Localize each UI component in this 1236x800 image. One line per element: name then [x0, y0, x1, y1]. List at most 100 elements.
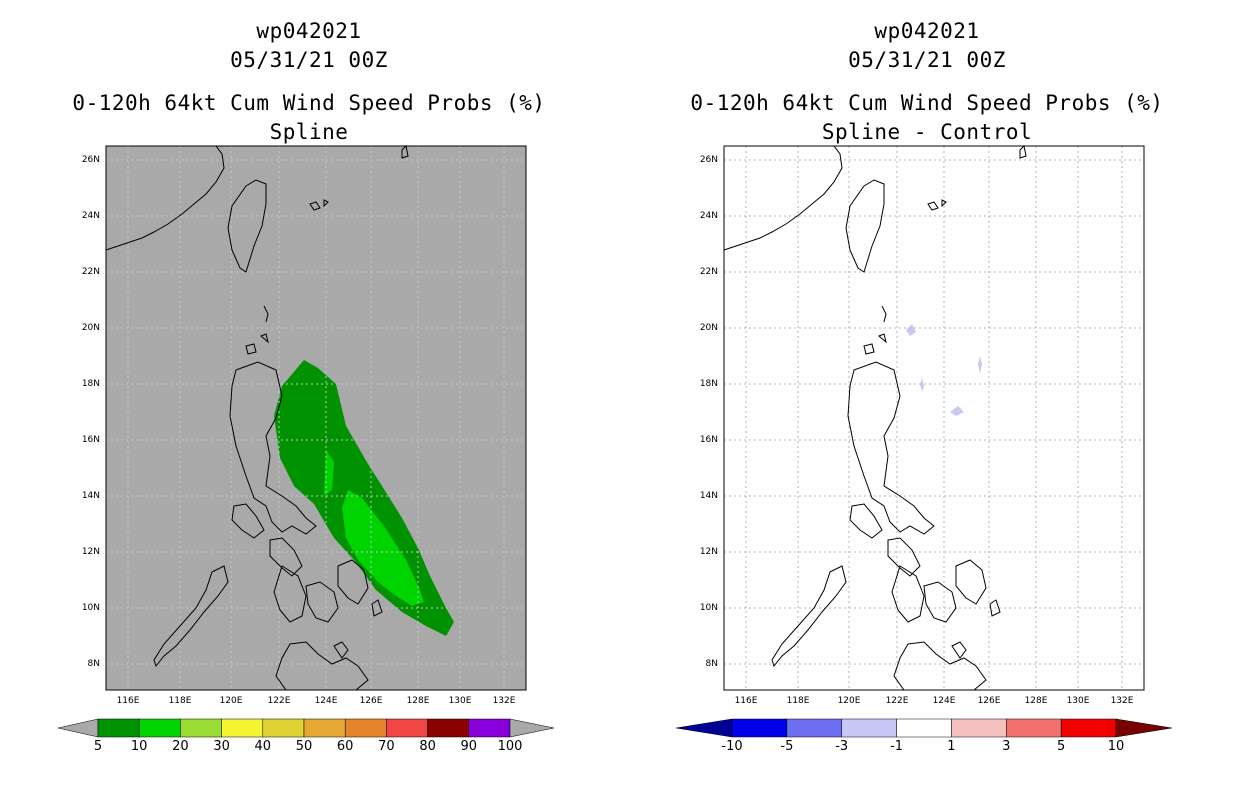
left-lon-label: 132E — [492, 696, 516, 706]
left-lat-label: 24N — [81, 211, 100, 221]
right-title-storm-id: wp042021 — [874, 19, 980, 43]
colorbar-segment — [468, 718, 511, 738]
colorbar-label: 10 — [1107, 739, 1125, 754]
left-coastlines — [105, 144, 409, 691]
colorbar-segment — [386, 718, 428, 738]
left-lon-label: 124E — [314, 696, 338, 706]
left-title-product: 0-120h 64kt Cum Wind Speed Probs (%) — [72, 91, 546, 115]
left-lat-label: 8N — [87, 659, 100, 669]
right-colorbar-low-end — [675, 718, 733, 738]
colorbar-segment — [344, 718, 387, 738]
left-map — [105, 144, 527, 691]
left-lat-label: 22N — [81, 267, 100, 277]
colorbar-segment — [1060, 718, 1117, 738]
left-colorbar — [57, 718, 555, 738]
right-map-frame — [723, 145, 1145, 691]
right-lon-label: 116E — [734, 696, 758, 706]
right-title-method: Spline - Control — [821, 120, 1033, 144]
right-colorbar — [675, 718, 1173, 738]
right-lon-label: 124E — [932, 696, 956, 706]
left-colorbar-low-end — [57, 718, 99, 738]
right-colorbar-high-end — [1115, 718, 1173, 738]
diff-blob — [978, 356, 982, 374]
right-lat-label: 16N — [699, 435, 718, 445]
colorbar-segment — [1006, 718, 1062, 738]
diff-blob — [906, 324, 916, 336]
colorbar-segment — [896, 718, 952, 738]
colorbar-segment — [180, 718, 222, 738]
left-title-method: Spline — [269, 120, 349, 144]
colorbar-label: 10 — [130, 739, 148, 754]
colorbar-label: 3 — [1002, 739, 1011, 754]
right-lon-label: 126E — [977, 696, 1001, 706]
right-grid — [724, 146, 1144, 690]
right-lon-label: 132E — [1110, 696, 1134, 706]
right-lat-label: 18N — [699, 379, 718, 389]
colorbar-label: -5 — [780, 739, 794, 754]
left-lon-label: 122E — [267, 696, 291, 706]
right-coastlines — [723, 144, 1027, 691]
right-lat-label: 22N — [699, 267, 718, 277]
right-lat-label: 20N — [699, 323, 718, 333]
left-lon-label: 130E — [448, 696, 472, 706]
right-title-product: 0-120h 64kt Cum Wind Speed Probs (%) — [690, 91, 1164, 115]
colorbar-label: 5 — [93, 739, 103, 754]
right-lon-label: 130E — [1066, 696, 1090, 706]
colorbar-label: 40 — [254, 739, 272, 754]
left-lat-label: 20N — [81, 323, 100, 333]
colorbar-label: 70 — [378, 739, 395, 754]
right-lat-label: 10N — [699, 603, 718, 613]
left-lon-label: 116E — [116, 696, 140, 706]
right-lon-label: 122E — [885, 696, 909, 706]
right-lat-label: 14N — [699, 491, 718, 501]
left-colorbar-high-end — [509, 718, 555, 738]
colorbar-label: 100 — [497, 739, 523, 754]
colorbar-label: 30 — [213, 739, 230, 754]
colorbar-segment — [731, 718, 788, 738]
left-lat-label: 12N — [81, 547, 100, 557]
left-lon-label: 120E — [219, 696, 243, 706]
colorbar-segment — [427, 718, 470, 738]
colorbar-label: 60 — [336, 739, 354, 754]
right-map-background — [724, 146, 1144, 690]
colorbar-label: -1 — [890, 739, 904, 754]
left-title-storm-id: wp042021 — [256, 19, 362, 43]
left-lat-label: 18N — [81, 379, 100, 389]
left-lat-label: 14N — [81, 491, 100, 501]
diff-blob — [950, 406, 964, 416]
diff-blob — [920, 378, 924, 392]
left-grid — [106, 146, 526, 690]
colorbar-label: 90 — [460, 739, 478, 754]
right-map — [723, 144, 1145, 691]
left-title-datetime: 05/31/21 00Z — [230, 48, 388, 72]
colorbar-label: 5 — [1057, 739, 1066, 754]
left-map-frame — [105, 145, 527, 691]
right-lat-label: 8N — [705, 659, 718, 669]
colorbar-label: 80 — [419, 739, 436, 754]
right-lat-label: 26N — [699, 155, 718, 165]
left-lat-label: 10N — [81, 603, 100, 613]
colorbar-label: 50 — [295, 739, 313, 754]
right-lon-label: 118E — [786, 696, 810, 706]
left-lon-label: 126E — [359, 696, 383, 706]
colorbar-segment — [262, 718, 305, 738]
colorbar-segment — [841, 718, 897, 738]
right-lon-label: 128E — [1024, 696, 1048, 706]
colorbar-label: 1 — [947, 739, 956, 754]
colorbar-segment — [138, 718, 181, 738]
left-lat-label: 16N — [81, 435, 100, 445]
colorbar-label: 20 — [172, 739, 189, 754]
prob-swath-10pct-main — [342, 490, 424, 606]
colorbar-segment — [951, 718, 1007, 738]
colorbar-label: -10 — [721, 739, 743, 754]
right-title-datetime: 05/31/21 00Z — [848, 48, 1006, 72]
colorbar-segment — [303, 718, 346, 738]
left-lon-label: 118E — [168, 696, 192, 706]
left-lat-label: 26N — [81, 155, 100, 165]
left-lon-label: 128E — [406, 696, 430, 706]
colorbar-segment — [97, 718, 140, 738]
colorbar-label: -3 — [835, 739, 849, 754]
right-lat-label: 12N — [699, 547, 718, 557]
right-lat-label: 24N — [699, 211, 718, 221]
colorbar-segment — [786, 718, 842, 738]
